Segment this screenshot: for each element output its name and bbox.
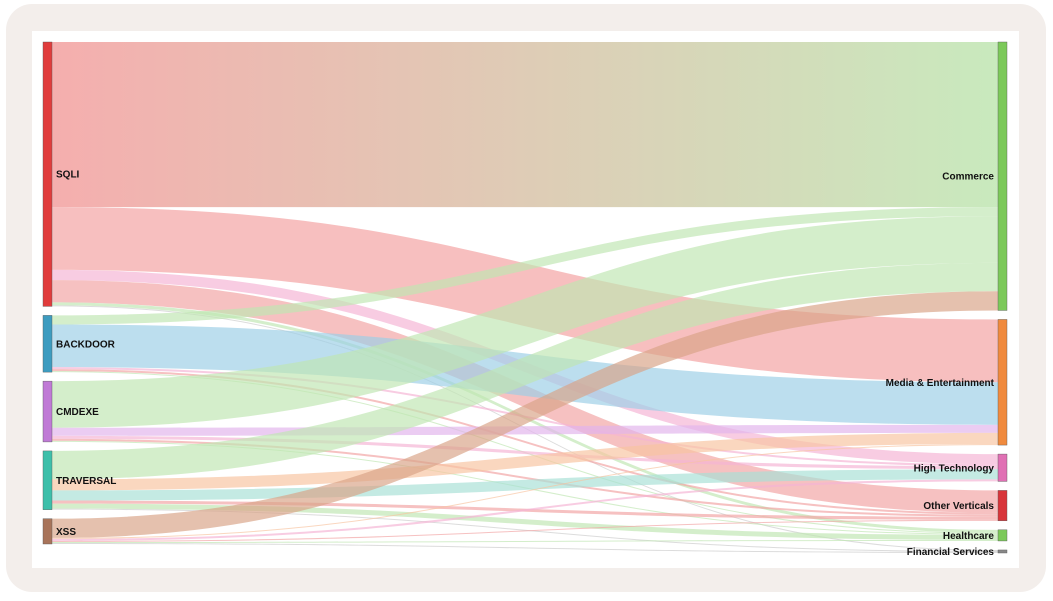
sankey-link-backdoor-to-commerce — [52, 207, 998, 325]
sankey-label-xss: XSS — [56, 527, 76, 538]
sankey-link-backdoor-to-other-verticals — [52, 369, 998, 515]
sankey-link-traversal-to-financial-services — [52, 508, 998, 552]
sankey-links — [52, 42, 998, 553]
sankey-node-sqli — [42, 41, 53, 307]
sankey-node-backdoor — [42, 315, 53, 373]
sankey-label-media-entertainment: Media & Entertainment — [886, 378, 995, 389]
sankey-link-traversal-to-healthcare — [52, 503, 998, 540]
sankey-nodes — [42, 41, 1008, 554]
sankey-node-healthcare — [997, 529, 1008, 542]
sankey-link-xss-to-high-technology — [52, 479, 998, 541]
sankey-link-sqli-to-commerce — [52, 42, 998, 208]
sankey-link-traversal-to-commerce — [52, 262, 998, 480]
sankey-label-backdoor: BACKDOOR — [56, 339, 116, 350]
sankey-label-sqli: SQLI — [56, 170, 80, 181]
sankey-node-traversal — [42, 450, 53, 510]
sankey-label-healthcare: Healthcare — [943, 531, 995, 542]
sankey-label-traversal: TRAVERSAL — [56, 476, 116, 487]
sankey-link-traversal-to-high-technology — [52, 469, 998, 501]
sankey-link-cmdexe-to-other-verticals — [52, 438, 998, 517]
sankey-node-financial-services — [997, 549, 1008, 554]
sankey-node-xss — [42, 518, 53, 545]
sankey-link-xss-to-other-verticals — [52, 519, 998, 542]
sankey-label-commerce: Commerce — [942, 172, 994, 183]
sankey-link-sqli-to-other-verticals — [52, 280, 998, 513]
sankey-label-cmdexe: CMDEXE — [56, 407, 99, 418]
sankey-label-financial-services: Financial Services — [907, 547, 995, 558]
sankey-link-sqli-to-media-entertainment — [52, 207, 998, 383]
sankey-label-high-technology: High Technology — [914, 463, 995, 474]
sankey-labels: SQLI BACKDOOR CMDEXE TRAVERSAL XSS Commerce Me… — [56, 170, 995, 558]
sankey-node-cmdexe — [42, 380, 53, 443]
sankey-link-cmdexe-to-high-technology — [52, 435, 998, 470]
sankey-link-cmdexe-to-commerce — [52, 216, 998, 428]
sankey-link-cmdexe-to-media-entertainment — [52, 424, 998, 436]
sankey-node-commerce — [997, 41, 1008, 311]
sankey-link-xss-to-financial-services — [52, 542, 998, 553]
sankey-node-media-entertainment — [997, 319, 1008, 446]
sankey-link-xss-to-healthcare — [52, 539, 998, 543]
sankey-node-other-verticals — [997, 490, 1008, 522]
sankey-label-other-verticals: Other Verticals — [923, 501, 994, 512]
sankey-link-xss-to-media-entertainment — [52, 444, 998, 539]
sankey-link-xss-to-commerce — [52, 291, 998, 538]
sankey-node-high-technology — [997, 453, 1008, 482]
sankey-link-traversal-to-media-entertainment — [52, 432, 998, 491]
